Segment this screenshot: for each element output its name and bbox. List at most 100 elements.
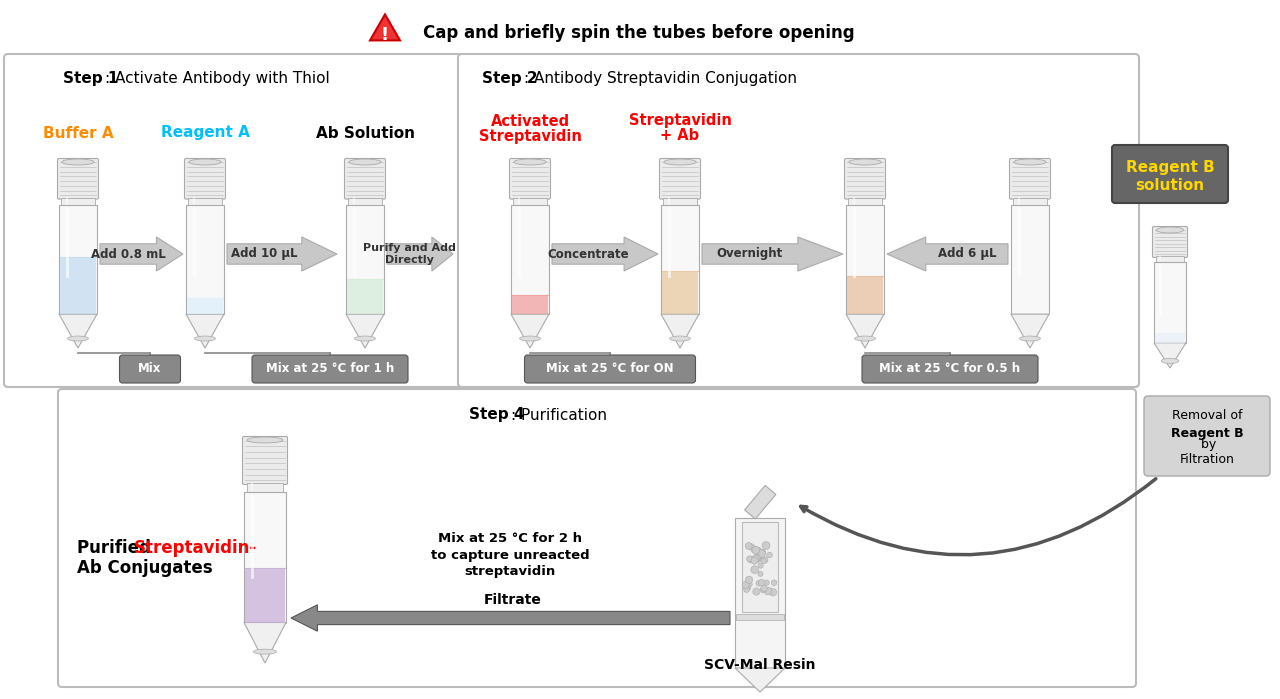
- Ellipse shape: [247, 437, 283, 443]
- Bar: [1155, 333, 1185, 343]
- Circle shape: [755, 556, 762, 562]
- FancyBboxPatch shape: [119, 355, 180, 383]
- Bar: [186, 205, 224, 314]
- Bar: [1156, 256, 1184, 261]
- Text: Overnight: Overnight: [717, 247, 783, 261]
- FancyBboxPatch shape: [861, 355, 1038, 383]
- Circle shape: [751, 546, 758, 553]
- Circle shape: [753, 588, 760, 595]
- Text: Streptavidin: Streptavidin: [479, 129, 581, 143]
- Text: Mix at 25 °C for 2 h: Mix at 25 °C for 2 h: [438, 531, 582, 545]
- Text: Ab Conjugates: Ab Conjugates: [77, 559, 212, 577]
- Bar: [244, 568, 285, 623]
- Text: + Ab: + Ab: [660, 129, 700, 143]
- Circle shape: [759, 579, 765, 586]
- Circle shape: [753, 555, 759, 562]
- FancyBboxPatch shape: [525, 355, 695, 383]
- FancyBboxPatch shape: [1152, 226, 1188, 257]
- Circle shape: [753, 547, 760, 554]
- Text: Step 1: Step 1: [63, 71, 118, 85]
- Bar: [1011, 205, 1050, 314]
- Bar: [660, 205, 699, 314]
- FancyBboxPatch shape: [252, 355, 408, 383]
- Ellipse shape: [195, 336, 215, 341]
- Text: solution: solution: [1135, 178, 1204, 193]
- Circle shape: [764, 580, 769, 585]
- Circle shape: [744, 584, 750, 591]
- FancyBboxPatch shape: [845, 159, 886, 199]
- FancyBboxPatch shape: [4, 54, 462, 387]
- FancyBboxPatch shape: [1144, 396, 1270, 476]
- Text: Reagent A: Reagent A: [160, 126, 250, 140]
- Bar: [188, 198, 221, 205]
- Text: Add 10 μL: Add 10 μL: [232, 247, 298, 261]
- Circle shape: [749, 544, 754, 549]
- Polygon shape: [846, 314, 884, 348]
- Bar: [348, 198, 381, 205]
- Circle shape: [756, 581, 762, 586]
- Circle shape: [745, 542, 753, 549]
- Bar: [347, 280, 383, 314]
- Bar: [60, 257, 96, 314]
- Bar: [61, 198, 95, 205]
- Bar: [662, 271, 698, 314]
- Bar: [742, 522, 778, 612]
- FancyBboxPatch shape: [1112, 145, 1228, 203]
- Text: Add 6 μL: Add 6 μL: [938, 247, 996, 261]
- Bar: [247, 483, 283, 492]
- Bar: [513, 198, 547, 205]
- Text: SCV-Mal Resin: SCV-Mal Resin: [704, 658, 815, 672]
- Text: : Antibody Streptavidin Conjugation: : Antibody Streptavidin Conjugation: [524, 71, 797, 85]
- Ellipse shape: [849, 159, 881, 165]
- Polygon shape: [887, 237, 1009, 271]
- Circle shape: [744, 586, 750, 592]
- Text: : Activate Antibody with Thiol: : Activate Antibody with Thiol: [105, 71, 330, 85]
- Polygon shape: [291, 605, 730, 631]
- Circle shape: [758, 563, 763, 568]
- FancyBboxPatch shape: [184, 159, 225, 199]
- Text: Buffer A: Buffer A: [42, 126, 114, 140]
- Text: Mix at 25 °C for 0.5 h: Mix at 25 °C for 0.5 h: [879, 363, 1020, 375]
- Circle shape: [748, 556, 754, 563]
- Circle shape: [762, 556, 768, 563]
- Circle shape: [760, 549, 765, 555]
- Text: Filtrate: Filtrate: [484, 593, 541, 607]
- Text: Add 0.8 mL: Add 0.8 mL: [91, 247, 165, 261]
- Polygon shape: [660, 314, 699, 348]
- Circle shape: [760, 585, 767, 591]
- Ellipse shape: [520, 336, 540, 341]
- Text: Purify and Add
Directly: Purify and Add Directly: [364, 243, 456, 265]
- Bar: [187, 298, 223, 314]
- Polygon shape: [59, 314, 97, 348]
- Circle shape: [758, 549, 765, 558]
- Text: Filtration: Filtration: [1180, 452, 1234, 466]
- Bar: [736, 614, 783, 620]
- Bar: [512, 294, 548, 314]
- Text: Step 2: Step 2: [483, 71, 538, 85]
- Circle shape: [764, 587, 772, 595]
- Polygon shape: [552, 237, 658, 271]
- Polygon shape: [186, 314, 224, 348]
- Ellipse shape: [253, 649, 276, 654]
- Circle shape: [746, 556, 753, 562]
- Text: Cap and briefly spin the tubes before opening: Cap and briefly spin the tubes before op…: [422, 24, 855, 42]
- Polygon shape: [745, 485, 776, 519]
- Text: Step 4: Step 4: [468, 408, 524, 422]
- Circle shape: [760, 559, 767, 563]
- Text: Mix: Mix: [138, 363, 161, 375]
- Text: Streptavidin: Streptavidin: [628, 113, 731, 129]
- Text: Reagent B: Reagent B: [1171, 427, 1243, 440]
- FancyBboxPatch shape: [344, 159, 385, 199]
- Text: Streptavidin-: Streptavidin-: [134, 539, 257, 557]
- Ellipse shape: [355, 336, 375, 341]
- Circle shape: [760, 550, 765, 556]
- Polygon shape: [346, 314, 384, 348]
- Text: Activated: Activated: [490, 113, 570, 129]
- FancyBboxPatch shape: [509, 159, 550, 199]
- Ellipse shape: [1014, 159, 1046, 165]
- FancyBboxPatch shape: [1010, 159, 1051, 199]
- Text: to capture unreacted: to capture unreacted: [430, 549, 589, 561]
- Text: streptavidin: streptavidin: [465, 565, 556, 579]
- Bar: [244, 492, 285, 623]
- Bar: [735, 518, 785, 668]
